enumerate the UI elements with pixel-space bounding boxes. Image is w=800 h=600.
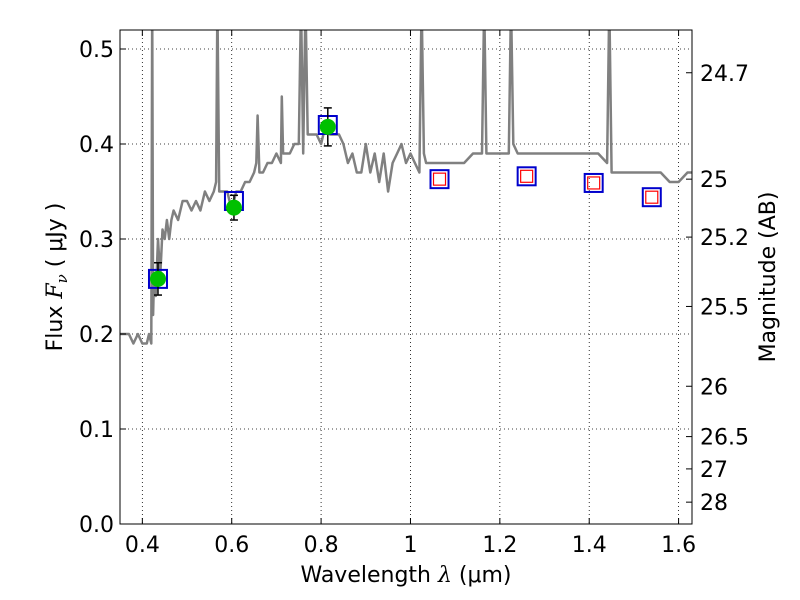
axis-ticks: 0.4 0.6 0.8 1 1.2 1.4 1.6 0.0 0.1 0.2 0.3 0.4 0.5 24.… [79, 30, 749, 558]
x-tick-label: 0.4 [125, 533, 160, 558]
detection-point [319, 118, 336, 135]
y-tick-label: 0.5 [79, 38, 114, 63]
plot-background [120, 30, 692, 524]
upper-limit-marker [520, 169, 534, 183]
mag-tick-label: 24.7 [700, 62, 749, 87]
y-tick-label: 0.2 [79, 323, 114, 348]
plot-area [120, 30, 692, 345]
model-photometry-box [429, 169, 450, 190]
mag-tick-label: 28 [700, 491, 728, 516]
y-tick-label: 0.1 [79, 418, 114, 443]
y-tick-label: 0.0 [79, 513, 114, 538]
x-tick-label: 1 [403, 533, 417, 558]
upper-limit-marker [587, 176, 601, 190]
x-tick-label: 0.6 [214, 533, 249, 558]
mag-tick-label: 26.5 [700, 426, 749, 451]
plot-frame [119, 29, 693, 525]
model-photometry-box [583, 172, 604, 193]
x-axis-label: Wavelength λ (μm) [300, 563, 511, 588]
model-photometry-box [516, 166, 537, 187]
mag-tick-label: 26 [700, 375, 728, 400]
upper-limit-marker [645, 190, 659, 204]
y-tick-label: 0.4 [79, 133, 114, 158]
x-tick-label: 1.2 [482, 533, 517, 558]
x-tick-label: 0.8 [304, 533, 339, 558]
y2-axis-label: Magnitude (AB) [756, 192, 781, 363]
mag-tick-label: 25 [700, 168, 728, 193]
mag-tick-label: 25.2 [700, 226, 749, 251]
y-axis-label: Flux Fν ( μJy ) [43, 203, 71, 352]
upper-limit-marker [432, 172, 447, 186]
model-photometry-box [641, 187, 662, 208]
mag-tick-label: 27 [700, 458, 728, 483]
mag-tick-label: 25.5 [700, 295, 749, 320]
y-tick-label: 0.3 [79, 228, 114, 253]
x-tick-label: 1.4 [572, 533, 607, 558]
detection-point [149, 270, 166, 287]
x-tick-label: 1.6 [661, 533, 696, 558]
detection-point [225, 199, 242, 216]
